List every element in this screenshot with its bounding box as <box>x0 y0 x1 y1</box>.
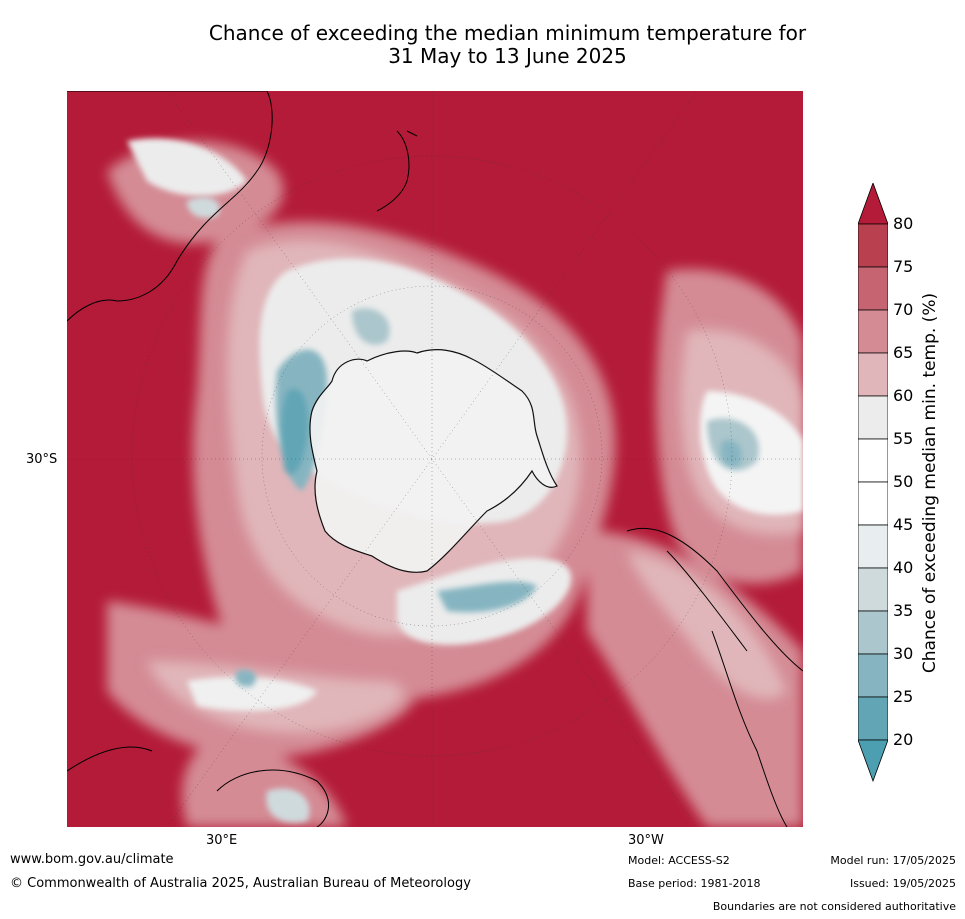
colorbar-tick-label: 45 <box>893 515 914 534</box>
colorbar-tick-label: 40 <box>893 558 914 577</box>
colorbar-tick-label: 30 <box>893 644 914 663</box>
colorbar-tick-label: 75 <box>893 257 914 276</box>
colorbar-band <box>857 567 889 612</box>
polar-probability-map <box>67 91 803 827</box>
colorbar-tick-label: 50 <box>893 472 914 491</box>
colorbar-band <box>857 395 889 440</box>
model-run: Model run: 17/05/2025 <box>830 854 956 867</box>
colorbar-tick-label: 70 <box>893 300 914 319</box>
colorbar-under-arrow <box>857 739 889 783</box>
title-line-2: 31 May to 13 June 2025 <box>388 44 627 68</box>
colorbar-tick-label: 35 <box>893 601 914 620</box>
colorbar-band <box>857 266 889 311</box>
colorbar-tick-label: 60 <box>893 386 914 405</box>
lat-label-30s: 30°S <box>26 452 58 467</box>
colorbar <box>857 181 889 783</box>
colorbar-tick-label: 25 <box>893 687 914 706</box>
colorbar-band <box>857 352 889 397</box>
map-title: Chance of exceeding the median minimum t… <box>0 22 965 68</box>
model-name: Model: ACCESS-S2 <box>628 854 730 867</box>
lon-label-30e: 30°E <box>206 833 238 848</box>
colorbar-band <box>857 481 889 526</box>
colorbar-tick-label: 65 <box>893 343 914 362</box>
colorbar-band <box>857 223 889 268</box>
footer-copyright: © Commonwealth of Australia 2025, Austra… <box>10 876 471 891</box>
base-period: Base period: 1981-2018 <box>628 877 761 890</box>
colorbar-over-arrow <box>857 181 889 225</box>
colorbar-band <box>857 696 889 741</box>
issued-date: Issued: 19/05/2025 <box>849 877 956 890</box>
colorbar-band <box>857 309 889 354</box>
colorbar-band <box>857 438 889 483</box>
colorbar-band <box>857 610 889 655</box>
colorbar-tick-label: 55 <box>893 429 914 448</box>
boundaries-disclaimer: Boundaries are not considered authoritat… <box>712 900 956 913</box>
colorbar-tick-label: 20 <box>893 730 914 749</box>
title-line-1: Chance of exceeding the median minimum t… <box>208 21 807 45</box>
colorbar-band <box>857 653 889 698</box>
colorbar-tick-label: 80 <box>893 214 914 233</box>
colorbar-band <box>857 524 889 569</box>
lon-label-30w: 30°W <box>628 833 664 848</box>
footer-url: www.bom.gov.au/climate <box>10 852 174 867</box>
